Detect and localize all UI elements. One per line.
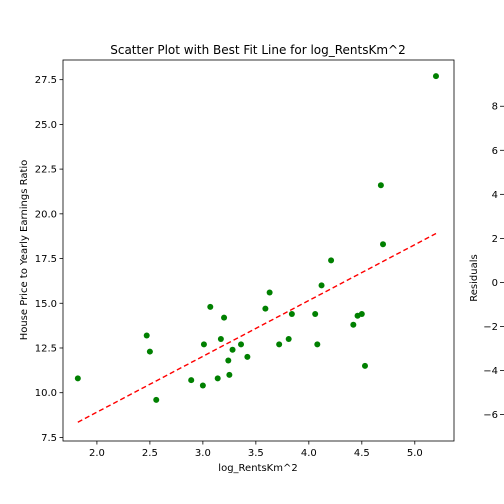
x-tick-label: 4.0 (301, 448, 317, 459)
data-point (244, 353, 251, 360)
residual-y-tick-label: −4 (483, 366, 498, 377)
x-tick-label: 3.0 (195, 448, 211, 459)
data-point (221, 314, 228, 321)
data-point (328, 257, 335, 264)
data-point (153, 396, 160, 403)
y-tick-label: 15.0 (35, 299, 57, 310)
x-tick-label: 4.5 (354, 448, 370, 459)
data-point (207, 303, 214, 310)
data-point (288, 311, 295, 317)
data-point (314, 341, 321, 348)
data-point (276, 341, 283, 348)
data-point (380, 241, 387, 248)
y-tick-label: 20.0 (35, 209, 57, 220)
data-point (318, 282, 325, 289)
residual-y-tick-label: 6 (492, 146, 498, 157)
y-tick-label: 12.5 (35, 343, 57, 354)
data-point (74, 375, 81, 382)
residual-y-axis-label: Residuals (469, 254, 480, 301)
data-point (266, 289, 273, 296)
y-tick-label: 17.5 (35, 254, 57, 265)
y-tick-label: 7.5 (41, 433, 57, 444)
data-point (432, 73, 439, 80)
chart-title: Scatter Plot with Best Fit Line for log_… (110, 43, 406, 57)
x-axis-ticks: 2.0 2.5 3.0 3.5 4.0 4.5 5.0 (89, 441, 423, 459)
residual-plot-partial: 8 6 4 2 0 −2 −4 −6 Residuals (469, 102, 504, 421)
data-point (312, 311, 319, 317)
data-point (358, 311, 365, 317)
data-point (350, 321, 357, 328)
plot-frame (62, 59, 455, 442)
x-tick-label: 3.5 (248, 448, 264, 459)
data-point (217, 336, 224, 343)
data-point (199, 382, 206, 389)
data-point (200, 341, 207, 348)
residual-y-axis-ticks: 8 6 4 2 0 −2 −4 −6 (483, 102, 504, 421)
x-tick-label: 5.0 (407, 448, 423, 459)
residual-y-tick-label: 8 (492, 102, 498, 113)
data-point (262, 305, 269, 312)
y-axis-label: House Price to Yearly Earnings Ratio (19, 160, 30, 341)
data-point (226, 371, 233, 378)
data-points-layer (74, 73, 439, 403)
residual-y-tick-label: −6 (483, 410, 498, 421)
y-tick-label: 27.5 (35, 75, 57, 86)
x-tick-label: 2.5 (142, 448, 158, 459)
data-point (377, 182, 384, 189)
y-tick-label: 25.0 (35, 120, 57, 131)
y-tick-label: 10.0 (35, 388, 57, 399)
best-fit-line-layer (77, 232, 437, 423)
residual-y-tick-label: 0 (492, 278, 498, 289)
data-point (285, 336, 292, 343)
y-axis-ticks: 7.5 10.0 12.5 15.0 17.5 20.0 22.5 25.0 27.5 (35, 75, 63, 444)
main-plot-area: 2.0 2.5 3.0 3.5 4.0 4.5 5.0 7.5 10.0 12.5 15.0 17.… (35, 59, 455, 459)
data-point (143, 332, 150, 339)
data-point (238, 341, 245, 348)
data-point (146, 348, 153, 355)
residual-y-tick-label: 4 (492, 190, 498, 201)
data-point (229, 346, 236, 353)
best-fit-line (77, 232, 437, 423)
y-tick-label: 22.5 (35, 165, 57, 176)
x-axis-label: log_RentsKm^2 (218, 463, 297, 474)
data-point (361, 362, 368, 369)
residual-y-tick-label: 2 (492, 234, 498, 245)
data-point (188, 377, 195, 384)
data-point (225, 357, 232, 364)
residual-y-tick-label: −2 (483, 322, 498, 333)
data-point (214, 375, 221, 382)
x-tick-label: 2.0 (89, 448, 105, 459)
